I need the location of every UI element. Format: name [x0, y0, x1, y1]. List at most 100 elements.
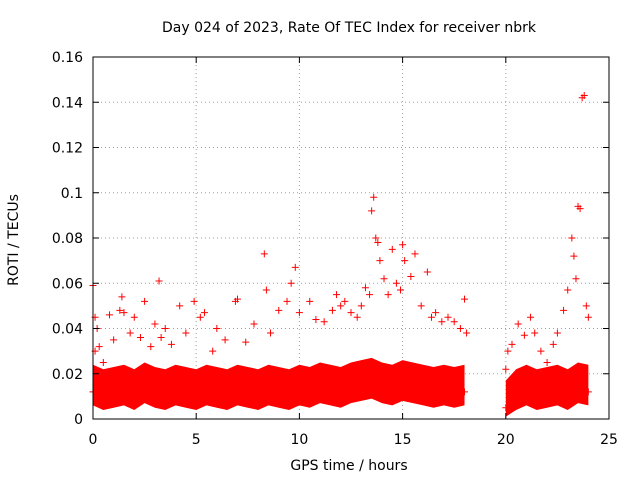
- y-tick-label: 0.14: [52, 95, 83, 111]
- x-tick-label: 10: [290, 432, 308, 448]
- y-tick-label: 0.06: [52, 276, 83, 292]
- data-point: [161, 325, 169, 332]
- data-point: [233, 295, 241, 303]
- data-point: [120, 388, 128, 396]
- data-point: [537, 347, 545, 355]
- data-point: [368, 207, 376, 215]
- data-point: [328, 306, 336, 314]
- data-point: [200, 309, 208, 317]
- data-point: [262, 286, 270, 294]
- data-point: [419, 388, 427, 396]
- data-point: [572, 275, 580, 283]
- data-point: [560, 306, 568, 314]
- data-point: [283, 297, 291, 305]
- data-point: [461, 388, 469, 396]
- data-point: [223, 392, 231, 400]
- data-point: [260, 250, 268, 258]
- data-point: [172, 388, 180, 396]
- data-point: [392, 279, 400, 287]
- grid-lines: [93, 57, 609, 419]
- data-point: [397, 286, 405, 294]
- data-point: [568, 234, 576, 242]
- data-point: [549, 340, 557, 348]
- data-point: [461, 295, 469, 303]
- data-point: [312, 315, 320, 323]
- data-point: [233, 388, 241, 396]
- data-point: [456, 325, 464, 332]
- data-point: [564, 392, 572, 400]
- data-point: [440, 388, 448, 396]
- data-point: [370, 193, 378, 201]
- data-point: [504, 347, 512, 355]
- data-point: [564, 286, 572, 294]
- data-point: [366, 291, 374, 299]
- data-point: [514, 320, 522, 328]
- data-point: [287, 279, 295, 287]
- y-tick-label: 0.16: [52, 50, 83, 66]
- y-tick-label: 0.04: [52, 322, 83, 338]
- data-point: [110, 390, 118, 398]
- data-point: [531, 329, 539, 337]
- data-point: [409, 386, 417, 394]
- data-point: [450, 390, 458, 398]
- data-point: [295, 309, 303, 317]
- data-point: [543, 358, 551, 366]
- data-point: [502, 404, 510, 412]
- data-point: [99, 358, 107, 366]
- data-point: [423, 268, 431, 276]
- x-axis-title: GPS time / hours: [290, 458, 407, 474]
- data-point: [267, 329, 275, 337]
- data-point: [126, 329, 134, 337]
- data-point: [182, 390, 190, 398]
- data-point: [444, 313, 452, 321]
- data-point: [320, 318, 328, 326]
- data-point: [157, 334, 165, 342]
- data-point: [242, 338, 250, 346]
- data-point: [432, 309, 440, 317]
- data-point: [522, 388, 530, 396]
- data-point: [167, 340, 175, 348]
- data-point: [151, 320, 159, 328]
- data-point: [430, 390, 438, 398]
- data-point: [250, 320, 258, 328]
- data-point: [388, 388, 396, 396]
- data-point: [221, 336, 229, 344]
- data-point: [463, 329, 471, 337]
- data-points: [89, 91, 592, 412]
- data-point: [347, 386, 355, 394]
- y-tick-labels: 0 0.02 0.04 0.06 0.08 0.1 0.12 0.14 0.16: [52, 50, 83, 428]
- data-point: [203, 388, 211, 396]
- x-tick-label: 0: [89, 432, 98, 448]
- data-point: [106, 311, 114, 319]
- data-point: [192, 392, 200, 400]
- data-point: [417, 302, 425, 310]
- data-point: [574, 386, 582, 394]
- y-axis-title: ROTI / TECUs: [6, 194, 22, 286]
- data-point: [141, 297, 149, 305]
- data-point: [95, 343, 103, 351]
- data-point: [141, 386, 149, 394]
- x-tick-labels: 0 5 10 15 20 25: [89, 432, 618, 448]
- data-point: [110, 336, 118, 344]
- data-point: [291, 263, 299, 271]
- y-tick-label: 0.02: [52, 367, 83, 383]
- data-point: [388, 245, 396, 253]
- data-point: [161, 392, 169, 400]
- data-point: [244, 390, 252, 398]
- x-tick-label: 5: [192, 432, 201, 448]
- data-point: [151, 390, 159, 398]
- data-point: [553, 329, 561, 337]
- data-point: [275, 306, 283, 314]
- data-point: [376, 257, 384, 265]
- data-point: [502, 365, 510, 373]
- data-point: [372, 234, 380, 242]
- data-point: [99, 392, 107, 400]
- data-point: [576, 205, 584, 213]
- data-point: [306, 390, 314, 398]
- data-point: [136, 334, 144, 342]
- data-point: [333, 291, 341, 299]
- x-tick-label: 25: [600, 432, 618, 448]
- y-tick-label: 0: [74, 412, 83, 428]
- data-point: [438, 318, 446, 326]
